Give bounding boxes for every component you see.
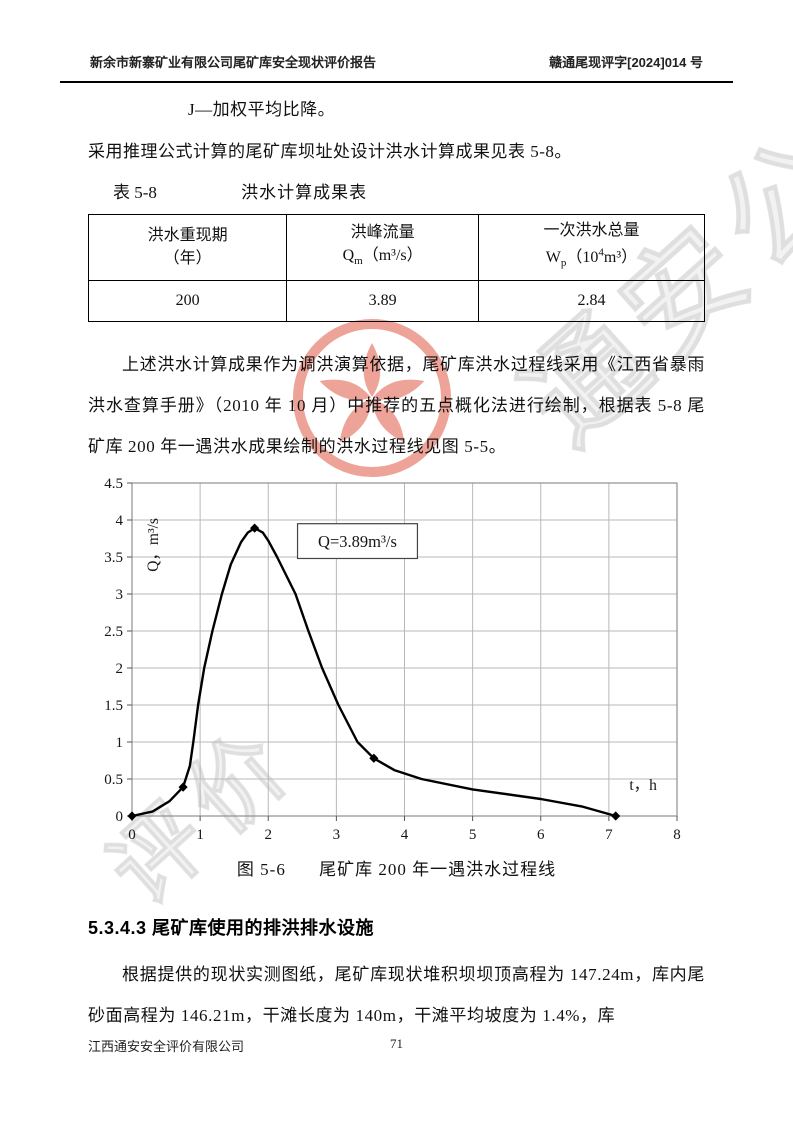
svg-text:0.5: 0.5 xyxy=(104,772,123,788)
svg-text:Q，m³/s: Q，m³/s xyxy=(145,518,162,572)
svg-text:1: 1 xyxy=(196,827,204,843)
table-name: 洪水计算成果表 xyxy=(241,183,368,202)
table-row: 200 3.89 2.84 xyxy=(87,279,706,322)
figure-block: 0 0.5 1 1.5 2 2.5 3 3.5 4 4.5 0 1 2 3 4 5 6 7 8 Q=3.89m³/s Q… xyxy=(88,473,705,880)
svg-text:5: 5 xyxy=(469,827,477,843)
figure-caption-text: 尾矿库 200 年一遇洪水过程线 xyxy=(319,859,557,879)
intro-paragraph: 采用推理公式计算的尾矿库坝址处设计洪水计算成果见表 5-8。 xyxy=(88,142,572,161)
col1-unit: （年） xyxy=(163,250,212,268)
figure-caption: 图 5-6 尾矿库 200 年一遇洪水过程线 xyxy=(88,855,705,880)
header-report-title: 新余市新寨矿业有限公司尾矿库安全现状评价报告 xyxy=(90,55,377,70)
figure-caption-label: 图 5-6 xyxy=(236,859,286,879)
col3-symbol: Wp（104m³） xyxy=(545,247,638,270)
cell-peak-flow: 3.89 xyxy=(286,279,479,322)
formula-note: J—加权平均比降。 xyxy=(188,100,336,119)
svg-text:0: 0 xyxy=(128,827,136,843)
svg-text:7: 7 xyxy=(605,827,613,843)
cell-flood-volume: 2.84 xyxy=(477,279,706,322)
svg-text:2.5: 2.5 xyxy=(104,624,123,640)
svg-text:3: 3 xyxy=(116,587,124,603)
col-header-peak-flow: 洪峰流量 Qm（m³/s） xyxy=(286,214,479,281)
svg-text:4: 4 xyxy=(401,827,409,843)
svg-text:0: 0 xyxy=(116,809,124,825)
cell-return-period: 200 xyxy=(87,279,288,322)
footer-company-name: 江西通安安全评价有限公司 xyxy=(88,1039,245,1054)
svg-text:Q=3.89m³/s: Q=3.89m³/s xyxy=(318,532,397,551)
header-document-number: 赣通尾现评字[2024]014 号 xyxy=(549,55,703,70)
flood-hydrograph-chart: 0 0.5 1 1.5 2 2.5 3 3.5 4 4.5 0 1 2 3 4 5 6 7 8 Q=3.89m³/s Q… xyxy=(90,473,690,845)
table-label: 表 5-8 xyxy=(113,183,157,202)
page-header: 新余市新寨矿业有限公司尾矿库安全现状评价报告 赣通尾现评字[2024]014 号 xyxy=(0,0,793,83)
page-number: 71 xyxy=(390,1036,403,1051)
svg-text:3: 3 xyxy=(333,827,341,843)
page-footer: 江西通安安全评价有限公司 71 xyxy=(88,1036,705,1055)
svg-text:2: 2 xyxy=(265,827,273,843)
svg-text:8: 8 xyxy=(673,827,681,843)
col3-title: 一次洪水总量 xyxy=(543,222,640,239)
svg-text:4: 4 xyxy=(116,513,124,529)
svg-text:t，h: t，h xyxy=(629,776,657,793)
section-heading: 5.3.4.3 尾矿库使用的排洪排水设施 xyxy=(88,917,375,938)
svg-text:4.5: 4.5 xyxy=(104,476,123,492)
svg-text:1.5: 1.5 xyxy=(104,698,123,714)
col-header-flood-volume: 一次洪水总量 Wp（104m³） xyxy=(477,214,706,281)
paragraph-flood-routing: 上述洪水计算成果作为调洪演算依据，尾矿库洪水过程线采用《江西省暴雨洪水查算手册》… xyxy=(88,354,705,456)
col-header-return-period: 洪水重现期 （年） xyxy=(87,214,288,281)
paragraph-current-status: 根据提供的现状实测图纸，尾矿库现状堆积坝坝顶高程为 147.24m，库内尾砂面高… xyxy=(88,964,705,1025)
svg-text:6: 6 xyxy=(537,827,545,843)
svg-text:3.5: 3.5 xyxy=(104,550,123,566)
svg-text:1: 1 xyxy=(116,735,124,751)
table-title-row: 表 5-8 洪水计算成果表 xyxy=(88,180,705,206)
svg-text:2: 2 xyxy=(116,661,124,677)
col2-symbol: Qm（m³/s） xyxy=(342,247,423,268)
flood-results-table: 洪水重现期 （年） 洪峰流量 Qm（m³/s） 一次洪水总量 Wp（104m³） xyxy=(87,214,706,322)
col2-title: 洪峰流量 xyxy=(350,224,415,242)
table-header-row: 洪水重现期 （年） 洪峰流量 Qm（m³/s） 一次洪水总量 Wp（104m³） xyxy=(87,214,706,281)
col1-title: 洪水重现期 xyxy=(147,227,228,245)
